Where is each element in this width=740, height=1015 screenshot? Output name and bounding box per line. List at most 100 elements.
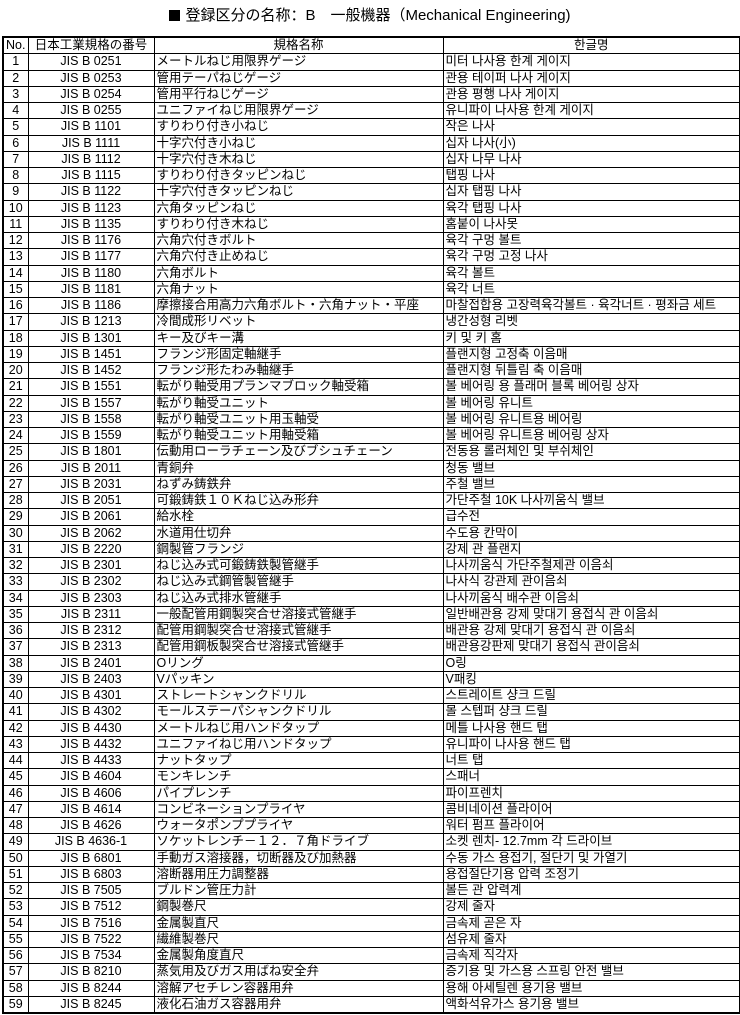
korean-name: 수동 가스 용접기, 절단기 및 가열기 [442, 849, 740, 867]
table-row: 39 JIS B 2403 Vパッキン V패킹 [2, 670, 740, 689]
table-row: 18 JIS B 1301 キー及びキー溝 키 및 키 홈 [2, 329, 740, 347]
korean-name: 관용 평행 나사 게이지 [442, 85, 740, 104]
table-row: 56 JIS B 7534 金属製角度直尺 금속제 직각자 [2, 946, 740, 965]
row-number: 12 [2, 231, 29, 250]
korean-name: 강제 관 플랜지 [442, 540, 740, 559]
jis-number: JIS B 1181 [27, 280, 155, 299]
jis-number: JIS B 7505 [27, 881, 155, 900]
table-row: 10 JIS B 1123 六角タッピンねじ 육각 탭핑 나사 [2, 199, 740, 217]
row-number: 48 [2, 816, 29, 835]
jis-number: JIS B 7512 [27, 898, 155, 916]
jis-number: JIS B 0251 [27, 53, 155, 71]
standard-name: 配管用鋼製突合せ溶接式管継手 [153, 621, 444, 640]
table-row: 25 JIS B 1801 伝動用ローラチェーン及びブシュチェーン 전동용 롤러체인 … [2, 443, 740, 461]
jis-number: JIS B 1451 [27, 345, 155, 364]
jis-number: JIS B 7534 [27, 946, 155, 965]
table-row: 47 JIS B 4614 コンビネーションプライヤ 콤비네이션 플라이어 [2, 800, 740, 819]
row-number: 22 [2, 394, 29, 412]
standard-name: ブルドン管圧力計 [153, 881, 444, 900]
korean-name: 작은 나사 [442, 118, 740, 136]
jis-number: JIS B 1176 [27, 231, 155, 250]
standard-name: 金属製直尺 [153, 914, 444, 932]
table-row: 6 JIS B 1111 十字穴付き小ねじ 십자 나사(小) [2, 134, 740, 152]
korean-name: 나사끼움식 가단주철제관 이음쇠 [442, 556, 740, 575]
jis-number: JIS B 1115 [27, 166, 155, 185]
table-row: 11 JIS B 1135 すりわり付き木ねじ 홈붙이 나사못 [2, 215, 740, 234]
standard-name: 蒸気用及びガス用ばね安全弁 [153, 963, 444, 981]
row-number: 30 [2, 524, 29, 542]
korean-name: 볼 베어링 유니트 [442, 394, 740, 412]
jis-number: JIS B 0255 [27, 101, 155, 120]
table-row: 32 JIS B 2301 ねじ込み式可鍛鋳鉄製管継手 나사끼움식 가단주철제관 이음… [2, 556, 740, 575]
row-number: 17 [2, 313, 29, 331]
korean-name: O링 [442, 654, 740, 672]
standard-name: 管用平行ねじゲージ [153, 85, 444, 104]
row-number: 49 [2, 833, 29, 851]
table-row: 49 JIS B 4636-1 ソケットレンチ－１２．７角ドライブ 소켓 렌치- 12… [2, 833, 740, 851]
standard-name: ストレートシャンクドリル [153, 686, 444, 705]
jis-number: JIS B 2220 [27, 540, 155, 559]
standard-name: 溶断器用圧力調整器 [153, 865, 444, 884]
row-number: 3 [2, 85, 29, 104]
table-row: 4 JIS B 0255 ユニファイねじ用限界ゲージ 유니파이 나사용 한계 게이지 [2, 101, 740, 120]
row-number: 15 [2, 280, 29, 299]
row-number: 23 [2, 410, 29, 429]
jis-number: JIS B 2403 [27, 670, 155, 689]
row-number: 57 [2, 963, 29, 981]
standard-name: ねずみ鋳鉄弁 [153, 475, 444, 494]
table-row: 26 JIS B 2011 青銅弁 청동 밸브 [2, 459, 740, 477]
standard-name: メートルねじ用限界ゲージ [153, 53, 444, 71]
korean-name: 콤비네이션 플라이어 [442, 800, 740, 819]
table-row: 12 JIS B 1176 六角穴付きボルト 육각 구멍 볼트 [2, 231, 740, 250]
standard-name: コンビネーションプライヤ [153, 800, 444, 819]
jis-number: JIS B 1186 [27, 296, 155, 315]
korean-name: 파이프렌치 [442, 784, 740, 802]
korean-name: 섬유제 줄자 [442, 930, 740, 949]
row-number: 45 [2, 768, 29, 786]
row-number: 34 [2, 589, 29, 607]
korean-name: 탭핑 나사 [442, 166, 740, 185]
standard-name: 一般配管用鋼製突合せ溶接式管継手 [153, 605, 444, 624]
korean-name: 주철 밸브 [442, 475, 740, 494]
korean-name: 십자 탭핑 나사 [442, 183, 740, 201]
header-row: No. 日本工業規格の番号 規格名称 한글명 [2, 36, 740, 55]
table-row: 34 JIS B 2303 ねじ込み式排水管継手 나사끼움식 배수관 이음쇠 [2, 589, 740, 607]
table-row: 44 JIS B 4433 ナットタップ 너트 탭 [2, 751, 740, 770]
jis-number: JIS B 1557 [27, 394, 155, 412]
jis-number: JIS B 2303 [27, 589, 155, 607]
header-standard-name: 規格名称 [153, 36, 444, 55]
korean-name: 관용 테이퍼 나사 게이지 [442, 69, 740, 87]
table-row: 5 JIS B 1101 すりわり付き小ねじ 작은 나사 [2, 118, 740, 136]
row-number: 44 [2, 751, 29, 770]
table-row: 35 JIS B 2311 一般配管用鋼製突合せ溶接式管継手 일반배관용 강제 맞대기… [2, 605, 740, 624]
row-number: 39 [2, 670, 29, 689]
table-row: 43 JIS B 4432 ユニファイねじ用ハンドタップ 유니파이 나사용 핸드 탭 [2, 735, 740, 754]
standard-name: 青銅弁 [153, 459, 444, 477]
korean-name: V패킹 [442, 670, 740, 689]
korean-name: 액화석유가스 용기용 밸브 [442, 995, 740, 1014]
korean-name: 청동 밸브 [442, 459, 740, 477]
standard-name: ウォータポンププライヤ [153, 816, 444, 835]
korean-name: 미터 나사용 한계 게이지 [442, 53, 740, 71]
row-number: 6 [2, 134, 29, 152]
standard-name: モールステーパシャンクドリル [153, 703, 444, 721]
korean-name: 플랜지형 고정축 이음매 [442, 345, 740, 364]
table-row: 41 JIS B 4302 モールステーパシャンクドリル 몰 스텝퍼 샹크 드릴 [2, 703, 740, 721]
standard-name: 転がり軸受ユニット用玉軸受 [153, 410, 444, 429]
jis-number: JIS B 1301 [27, 329, 155, 347]
table-row: 30 JIS B 2062 水道用仕切弁 수도용 칸막이 [2, 524, 740, 542]
row-number: 1 [2, 53, 29, 71]
standard-name: 手動ガス溶接器，切断器及び加熱器 [153, 849, 444, 867]
korean-name: 증기용 및 가스용 스프링 안전 밸브 [442, 963, 740, 981]
korean-name: 육각 구멍 볼트 [442, 231, 740, 250]
korean-name: 배관용강판제 맞대기 용접식 관이음쇠 [442, 638, 740, 656]
jis-number: JIS B 1101 [27, 118, 155, 136]
table-row: 29 JIS B 2061 給水栓 급수전 [2, 508, 740, 526]
korean-name: 볼 베어링 유니트용 베어링 상자 [442, 426, 740, 445]
row-number: 27 [2, 475, 29, 494]
row-number: 14 [2, 264, 29, 282]
row-number: 35 [2, 605, 29, 624]
table-row: 7 JIS B 1112 十字穴付き木ねじ 십자 나무 나사 [2, 150, 740, 169]
table-row: 40 JIS B 4301 ストレートシャンクドリル 스트레이트 샹크 드릴 [2, 686, 740, 705]
table-row: 19 JIS B 1451 フランジ形固定軸継手 플랜지형 고정축 이음매 [2, 345, 740, 364]
